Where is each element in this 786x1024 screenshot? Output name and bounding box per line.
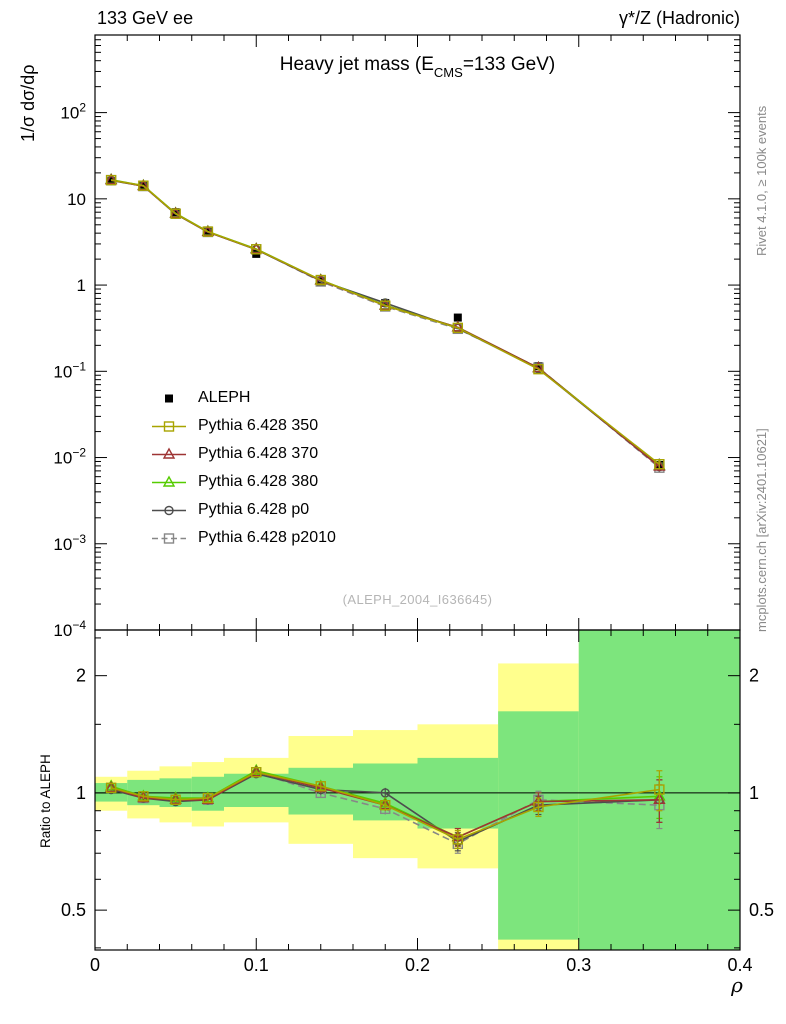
process-label: γ*/Z (Hadronic) bbox=[618, 8, 740, 28]
legend-item: Pythia 6.428 350 bbox=[150, 412, 336, 440]
open-square-icon bbox=[152, 421, 186, 432]
svg-text:0.1: 0.1 bbox=[244, 955, 269, 975]
svg-text:0.4: 0.4 bbox=[727, 955, 752, 975]
mc-curves-main bbox=[104, 172, 666, 473]
ratio-uncertainty-bands bbox=[95, 630, 740, 950]
legend-label: Pythia 6.428 380 bbox=[198, 473, 319, 490]
open-circle-icon bbox=[152, 505, 186, 516]
legend-label: ALEPH bbox=[198, 389, 251, 406]
svg-text:2: 2 bbox=[749, 666, 759, 686]
plot-title: Heavy jet mass (ECMS=133 GeV) bbox=[95, 54, 740, 80]
filled-square-icon bbox=[165, 394, 173, 403]
plot-title-suffix: =133 GeV) bbox=[462, 54, 556, 75]
mcplots-attribution-note: mcplots.cern.ch [arXiv:2401.10621] bbox=[754, 428, 769, 632]
ratio-y-axis-label: Ratio to ALEPH bbox=[38, 754, 53, 848]
svg-text:10−3: 10−3 bbox=[53, 532, 86, 554]
svg-text:0.3: 0.3 bbox=[566, 955, 591, 975]
svg-text:10: 10 bbox=[67, 190, 86, 209]
axis-tick-labels: 10−4 10−3 10−2 10−1 1 10 102 2 2 1 1 0.5 0.5 0 0.1 0.2 0… bbox=[53, 101, 774, 997]
axes-frame bbox=[94, 34, 741, 951]
svg-text:0.2: 0.2 bbox=[405, 955, 430, 975]
svg-text:0.5: 0.5 bbox=[61, 900, 86, 920]
legend-label: Pythia 6.428 370 bbox=[198, 445, 319, 462]
beam-energy-label: 133 GeV ee bbox=[97, 8, 194, 28]
mc-curves-ratio bbox=[104, 763, 666, 854]
legend-item: Pythia 6.428 p2010 bbox=[150, 524, 336, 552]
svg-text:1: 1 bbox=[76, 783, 86, 803]
plot-title-prefix: Heavy jet mass (E bbox=[279, 54, 434, 75]
legend-item: Pythia 6.428 370 bbox=[150, 440, 336, 468]
open-triangle-icon bbox=[152, 447, 186, 459]
svg-text:10−2: 10−2 bbox=[53, 446, 86, 468]
main-curve bbox=[110, 179, 660, 465]
plot-title-subscript: CMS bbox=[433, 65, 463, 80]
legend-label: Pythia 6.428 p0 bbox=[198, 501, 310, 518]
svg-text:1: 1 bbox=[749, 783, 759, 803]
legend: ALEPH Pythia 6.428 350 Pythia 6.428 370 Pyt… bbox=[150, 384, 336, 552]
open-triangle-icon bbox=[152, 475, 186, 487]
open-square-icon bbox=[152, 533, 186, 544]
legend-item: Pythia 6.428 p0 bbox=[150, 496, 336, 524]
legend-item: Pythia 6.428 380 bbox=[150, 468, 336, 496]
svg-text:10−1: 10−1 bbox=[53, 359, 86, 381]
rivet-version-note: Rivet 4.1.0, ≥ 100k events bbox=[754, 105, 769, 256]
y-axis-label: 1/σ dσ/dρ bbox=[18, 64, 38, 143]
svg-text:0.5: 0.5 bbox=[749, 900, 774, 920]
legend-item: ALEPH bbox=[150, 384, 336, 412]
svg-text:0: 0 bbox=[90, 955, 100, 975]
legend-label: Pythia 6.428 p2010 bbox=[198, 529, 336, 546]
svg-text:10−4: 10−4 bbox=[53, 618, 86, 640]
x-axis-title: ρ bbox=[730, 973, 743, 997]
ratio-curve bbox=[110, 771, 660, 841]
svg-text:2: 2 bbox=[76, 666, 86, 686]
svg-text:102: 102 bbox=[60, 101, 86, 123]
svg-text:1: 1 bbox=[77, 276, 86, 295]
analysis-id-watermark: (ALEPH_2004_I636645) bbox=[342, 592, 493, 607]
legend-label: Pythia 6.428 350 bbox=[198, 417, 319, 434]
